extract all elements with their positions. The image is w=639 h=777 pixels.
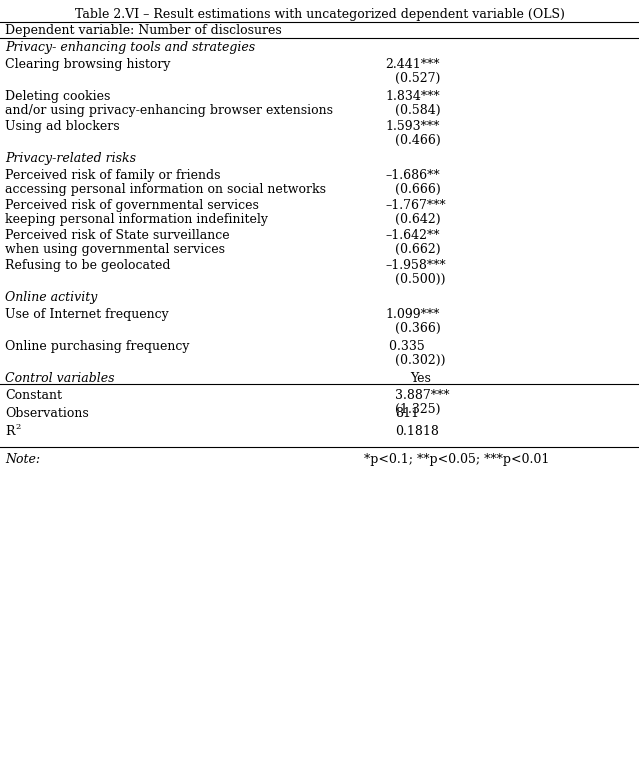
Text: 0.335: 0.335 (385, 340, 425, 353)
Text: –1.642**: –1.642** (385, 229, 440, 242)
Text: Online purchasing frequency: Online purchasing frequency (5, 340, 190, 353)
Text: (0.662): (0.662) (395, 243, 441, 256)
Text: 2.441***: 2.441*** (385, 58, 440, 71)
Text: 811: 811 (395, 407, 419, 420)
Text: (0.366): (0.366) (395, 322, 441, 335)
Text: Observations: Observations (5, 407, 89, 420)
Text: 1.834***: 1.834*** (385, 90, 440, 103)
Text: –1.767***: –1.767*** (385, 199, 445, 212)
Text: R: R (5, 425, 15, 438)
Text: 2: 2 (15, 423, 20, 431)
Text: 1.099***: 1.099*** (385, 308, 440, 321)
Text: Online activity: Online activity (5, 291, 97, 304)
Text: Privacy- enhancing tools and strategies: Privacy- enhancing tools and strategies (5, 41, 255, 54)
Text: Clearing browsing history: Clearing browsing history (5, 58, 171, 71)
Text: and/or using privacy-enhancing browser extensions: and/or using privacy-enhancing browser e… (5, 104, 333, 117)
Text: (0.302)): (0.302)) (395, 354, 445, 367)
Text: Constant: Constant (5, 389, 62, 402)
Text: Yes: Yes (410, 372, 431, 385)
Text: Note:: Note: (5, 453, 40, 466)
Text: Refusing to be geolocated: Refusing to be geolocated (5, 259, 171, 272)
Text: 3.887***: 3.887*** (395, 389, 449, 402)
Text: –1.686**: –1.686** (385, 169, 440, 182)
Text: (0.466): (0.466) (395, 134, 441, 147)
Text: Deleting cookies: Deleting cookies (5, 90, 111, 103)
Text: accessing personal information on social networks: accessing personal information on social… (5, 183, 326, 196)
Text: Using ad blockers: Using ad blockers (5, 120, 119, 133)
Text: Perceived risk of family or friends: Perceived risk of family or friends (5, 169, 220, 182)
Text: –1.958***: –1.958*** (385, 259, 445, 272)
Text: Dependent variable: Number of disclosures: Dependent variable: Number of disclosure… (5, 24, 282, 37)
Text: Privacy-related risks: Privacy-related risks (5, 152, 136, 165)
Text: 0.1818: 0.1818 (395, 425, 439, 438)
Text: when using governmental services: when using governmental services (5, 243, 225, 256)
Text: (0.500)): (0.500)) (395, 273, 445, 286)
Text: keeping personal information indefinitely: keeping personal information indefinitel… (5, 213, 268, 226)
Text: *p<0.1; **p<0.05; ***p<0.01: *p<0.1; **p<0.05; ***p<0.01 (364, 453, 550, 466)
Text: (0.666): (0.666) (395, 183, 441, 196)
Text: Perceived risk of governmental services: Perceived risk of governmental services (5, 199, 259, 212)
Text: 1.593***: 1.593*** (385, 120, 440, 133)
Text: Use of Internet frequency: Use of Internet frequency (5, 308, 169, 321)
Text: (0.584): (0.584) (395, 104, 441, 117)
Text: (0.642): (0.642) (395, 213, 441, 226)
Text: Perceived risk of State surveillance: Perceived risk of State surveillance (5, 229, 229, 242)
Text: Control variables: Control variables (5, 372, 114, 385)
Text: (1.325): (1.325) (395, 403, 440, 416)
Text: (0.527): (0.527) (395, 72, 440, 85)
Text: Table 2.VI – Result estimations with uncategorized dependent variable (OLS): Table 2.VI – Result estimations with unc… (75, 8, 564, 21)
